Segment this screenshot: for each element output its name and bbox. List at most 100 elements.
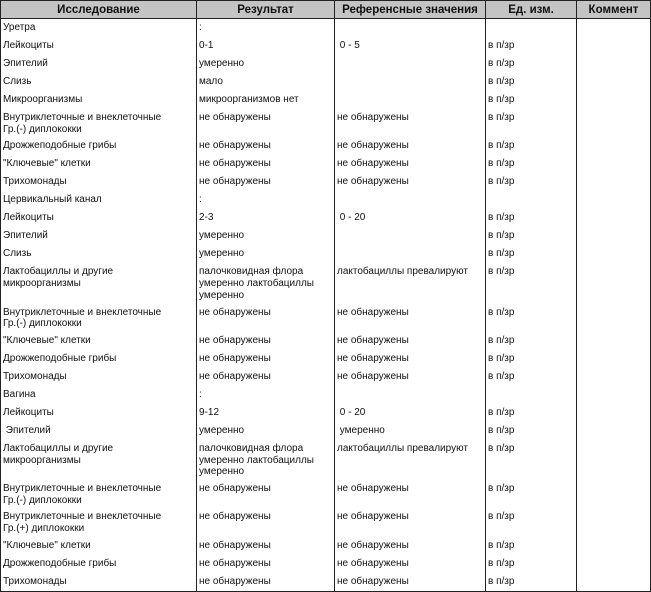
result-cell: палочковидная флора умеренно лактобацилл… xyxy=(196,263,335,304)
header-reference: Референсные значения xyxy=(334,0,486,19)
result-cell: не обнаружены xyxy=(196,109,335,138)
unit-cell: в п/зр xyxy=(485,209,577,228)
result-cell: умеренно xyxy=(196,227,335,246)
test-name-cell: Вагина xyxy=(0,385,197,404)
reference-cell xyxy=(334,245,486,264)
comment-cell xyxy=(576,191,651,210)
result-cell: не обнаружены xyxy=(196,331,335,350)
reference-cell: не обнаружены xyxy=(334,331,486,350)
table-row: Трихомонады не обнаружены не обнаружены в п… xyxy=(0,173,651,192)
reference-cell: не обнаружены xyxy=(334,349,486,368)
unit-cell: в п/зр xyxy=(485,55,577,73)
test-name-cell: Трихомонады xyxy=(0,572,197,592)
test-name-cell: Дрожжеподобные грибы xyxy=(0,137,197,156)
unit-cell: в п/зр xyxy=(485,263,577,304)
reference-cell: не обнаружены xyxy=(334,536,486,555)
unit-cell: в п/зр xyxy=(485,137,577,156)
test-name-cell: "Ключевые" клетки xyxy=(0,536,197,555)
test-name-cell: Дрожжеподобные грибы xyxy=(0,349,197,368)
result-cell: 0-1 xyxy=(196,37,335,55)
unit-cell: в п/зр xyxy=(485,349,577,368)
comment-cell xyxy=(576,421,651,440)
unit-cell: в п/зр xyxy=(485,439,577,481)
reference-cell: не обнаружены xyxy=(334,303,486,332)
table-row: Микроорганизмы микроорганизмов нет в п/зр xyxy=(0,91,651,109)
result-cell: мало xyxy=(196,73,335,91)
comment-cell xyxy=(576,385,651,404)
table-row: Слизь мало в п/зр xyxy=(0,73,651,91)
test-name-cell: Слизь xyxy=(0,73,197,91)
reference-cell: не обнаружены xyxy=(334,137,486,156)
test-name-cell: Уретра xyxy=(0,18,197,37)
table-row: Внутриклеточные и внеклеточные Гр.(-) ди… xyxy=(0,480,651,509)
result-cell: : xyxy=(196,191,335,210)
reference-cell: 0 - 20 xyxy=(334,403,486,422)
reference-cell xyxy=(334,18,486,37)
reference-cell xyxy=(334,91,486,109)
unit-cell: в п/зр xyxy=(485,303,577,332)
test-name-cell: "Ключевые" клетки xyxy=(0,331,197,350)
reference-cell: не обнаружены xyxy=(334,109,486,138)
reference-cell xyxy=(334,385,486,404)
result-cell: не обнаружены xyxy=(196,173,335,192)
test-name-cell: Трихомонады xyxy=(0,367,197,386)
result-cell: не обнаружены xyxy=(196,155,335,174)
reference-cell xyxy=(334,55,486,73)
result-cell: : xyxy=(196,385,335,404)
comment-cell xyxy=(576,439,651,481)
comment-cell xyxy=(576,263,651,304)
comment-cell xyxy=(576,508,651,537)
table-row: Лактобациллы и другие микроорганизмы пало… xyxy=(0,263,651,304)
comment-cell xyxy=(576,227,651,246)
reference-cell xyxy=(334,191,486,210)
result-cell: 9-12 xyxy=(196,403,335,422)
result-cell: не обнаружены xyxy=(196,536,335,555)
table-row: Дрожжеподобные грибы не обнаружены не обна… xyxy=(0,137,651,156)
test-name-cell: Лактобациллы и другие микроорганизмы xyxy=(0,263,197,304)
result-cell: не обнаружены xyxy=(196,137,335,156)
comment-cell xyxy=(576,572,651,592)
result-cell: не обнаружены xyxy=(196,349,335,368)
test-name-cell: Лактобациллы и другие микроорганизмы xyxy=(0,439,197,481)
unit-cell: в п/зр xyxy=(485,37,577,55)
result-cell: умеренно xyxy=(196,55,335,73)
reference-cell: не обнаружены xyxy=(334,480,486,509)
reference-cell: не обнаружены xyxy=(334,173,486,192)
table-row: Внутриклеточные и внеклеточные Гр.(-) ди… xyxy=(0,303,651,332)
unit-cell xyxy=(485,385,577,404)
result-cell: не обнаружены xyxy=(196,480,335,509)
reference-cell: 0 - 5 xyxy=(334,37,486,55)
table-row: "Ключевые" клетки не обнаружены не обнаруж… xyxy=(0,155,651,174)
test-name-cell: Эпителий xyxy=(0,421,197,440)
table-row: Вагина: xyxy=(0,385,651,404)
unit-cell: в п/зр xyxy=(485,331,577,350)
unit-cell: в п/зр xyxy=(485,73,577,91)
test-name-cell: Дрожжеподобные грибы xyxy=(0,554,197,573)
result-cell: умеренно xyxy=(196,421,335,440)
result-cell: не обнаружены xyxy=(196,508,335,537)
header-comment: Коммент xyxy=(576,0,651,19)
test-name-cell: Лейкоциты xyxy=(0,209,197,228)
comment-cell xyxy=(576,331,651,350)
table-row: Дрожжеподобные грибы не обнаружены не обна… xyxy=(0,554,651,573)
table-row: Внутриклеточные и внеклеточные Гр.(-) ди… xyxy=(0,109,651,138)
table-row: Эпителий умеренно умеренно в п/зр xyxy=(0,421,651,440)
reference-cell: не обнаружены xyxy=(334,572,486,592)
unit-cell: в п/зр xyxy=(485,173,577,192)
result-cell: не обнаружены xyxy=(196,303,335,332)
test-name-cell: Слизь xyxy=(0,245,197,264)
result-cell: не обнаружены xyxy=(196,572,335,592)
comment-cell xyxy=(576,18,651,37)
unit-cell: в п/зр xyxy=(485,403,577,422)
comment-cell xyxy=(576,109,651,138)
comment-cell xyxy=(576,554,651,573)
comment-cell xyxy=(576,403,651,422)
test-name-cell: Цервикальный канал xyxy=(0,191,197,210)
unit-cell: в п/зр xyxy=(485,155,577,174)
unit-cell xyxy=(485,18,577,37)
result-cell: 2-3 xyxy=(196,209,335,228)
reference-cell: лактобациллы превалируют xyxy=(334,439,486,481)
result-cell: умеренно xyxy=(196,245,335,264)
test-name-cell: Внутриклеточные и внеклеточные Гр.(-) ди… xyxy=(0,303,197,332)
